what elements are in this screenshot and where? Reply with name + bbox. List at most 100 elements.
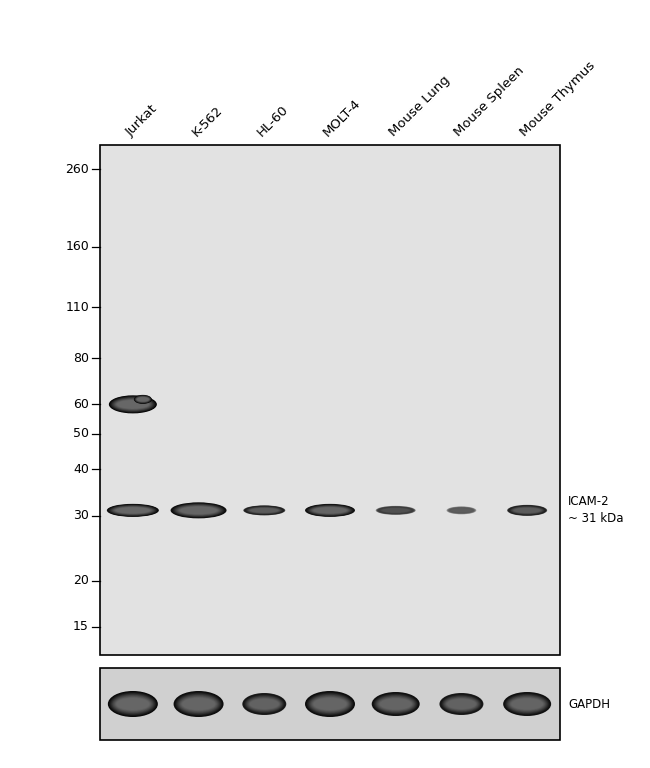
Ellipse shape xyxy=(507,505,547,516)
Ellipse shape xyxy=(177,694,220,714)
Ellipse shape xyxy=(314,508,346,513)
Bar xyxy=(100,668,560,740)
Ellipse shape xyxy=(246,506,283,515)
Ellipse shape xyxy=(309,505,351,515)
Ellipse shape xyxy=(116,698,149,710)
Ellipse shape xyxy=(380,698,412,710)
Text: GAPDH: GAPDH xyxy=(568,697,610,710)
Ellipse shape xyxy=(447,507,476,514)
Text: Mouse Lung: Mouse Lung xyxy=(387,73,452,139)
Text: 80: 80 xyxy=(73,352,89,365)
Ellipse shape xyxy=(378,507,413,514)
Ellipse shape xyxy=(246,507,282,514)
Ellipse shape xyxy=(376,696,415,713)
Text: 50: 50 xyxy=(73,427,89,440)
Ellipse shape xyxy=(447,699,476,710)
Ellipse shape xyxy=(175,505,222,516)
Ellipse shape xyxy=(112,506,154,515)
Ellipse shape xyxy=(445,697,478,711)
Ellipse shape xyxy=(307,692,354,716)
Ellipse shape xyxy=(109,505,157,516)
Ellipse shape xyxy=(249,508,280,513)
Ellipse shape xyxy=(109,692,157,717)
Ellipse shape xyxy=(174,692,223,717)
Ellipse shape xyxy=(377,506,415,515)
Ellipse shape xyxy=(251,508,278,512)
Ellipse shape xyxy=(116,399,150,409)
Ellipse shape xyxy=(443,696,480,712)
Ellipse shape xyxy=(503,692,551,716)
Text: 15: 15 xyxy=(73,621,89,634)
Ellipse shape xyxy=(174,691,224,717)
Ellipse shape xyxy=(372,692,420,716)
Ellipse shape xyxy=(115,399,151,410)
Ellipse shape xyxy=(136,396,150,402)
Ellipse shape xyxy=(115,697,151,711)
Ellipse shape xyxy=(506,694,548,713)
Ellipse shape xyxy=(449,508,474,513)
Ellipse shape xyxy=(172,503,226,518)
Ellipse shape xyxy=(116,400,150,409)
Ellipse shape xyxy=(511,507,543,515)
Text: 30: 30 xyxy=(73,509,89,522)
Ellipse shape xyxy=(446,698,477,710)
Ellipse shape xyxy=(442,695,480,713)
Ellipse shape xyxy=(508,505,547,515)
Ellipse shape xyxy=(114,696,152,713)
Ellipse shape xyxy=(110,396,156,413)
Ellipse shape xyxy=(136,397,150,402)
Ellipse shape xyxy=(181,697,216,710)
Ellipse shape xyxy=(379,507,413,514)
Ellipse shape xyxy=(382,508,410,513)
Ellipse shape xyxy=(181,697,216,711)
Ellipse shape xyxy=(440,694,483,714)
Ellipse shape xyxy=(378,697,413,710)
Ellipse shape xyxy=(511,698,543,710)
Text: ICAM-2
~ 31 kDa: ICAM-2 ~ 31 kDa xyxy=(568,495,623,525)
Ellipse shape xyxy=(506,694,549,714)
Ellipse shape xyxy=(378,507,414,515)
Ellipse shape xyxy=(111,396,155,412)
Ellipse shape xyxy=(380,508,411,513)
Ellipse shape xyxy=(243,505,285,515)
Ellipse shape xyxy=(512,507,543,514)
Ellipse shape xyxy=(114,697,151,712)
Ellipse shape xyxy=(116,508,150,513)
Ellipse shape xyxy=(247,507,281,514)
Ellipse shape xyxy=(250,699,279,709)
Ellipse shape xyxy=(177,505,220,515)
Ellipse shape xyxy=(179,506,218,515)
Ellipse shape xyxy=(111,693,155,715)
Ellipse shape xyxy=(248,507,281,514)
Ellipse shape xyxy=(311,506,350,515)
Ellipse shape xyxy=(136,397,150,402)
Ellipse shape xyxy=(114,399,151,410)
Ellipse shape xyxy=(244,505,285,515)
Ellipse shape xyxy=(109,692,156,716)
Ellipse shape xyxy=(444,697,479,712)
Ellipse shape xyxy=(377,697,414,712)
Ellipse shape xyxy=(244,694,284,713)
Ellipse shape xyxy=(137,397,149,402)
Ellipse shape xyxy=(376,695,416,713)
Ellipse shape xyxy=(382,508,410,512)
Bar xyxy=(100,145,560,655)
Ellipse shape xyxy=(111,397,155,412)
Ellipse shape xyxy=(135,396,150,402)
Ellipse shape xyxy=(306,692,354,717)
Ellipse shape xyxy=(314,698,346,710)
Ellipse shape xyxy=(178,695,219,713)
Text: Jurkat: Jurkat xyxy=(124,102,161,139)
Ellipse shape xyxy=(108,504,158,517)
Ellipse shape xyxy=(109,396,157,413)
Ellipse shape xyxy=(380,699,411,710)
Ellipse shape xyxy=(110,505,155,515)
Ellipse shape xyxy=(112,506,153,515)
Ellipse shape xyxy=(136,397,149,402)
Ellipse shape xyxy=(135,396,151,403)
Ellipse shape xyxy=(172,503,225,518)
Ellipse shape xyxy=(509,505,545,515)
Ellipse shape xyxy=(180,697,217,712)
Ellipse shape xyxy=(308,694,352,714)
Text: K-562: K-562 xyxy=(189,104,225,139)
